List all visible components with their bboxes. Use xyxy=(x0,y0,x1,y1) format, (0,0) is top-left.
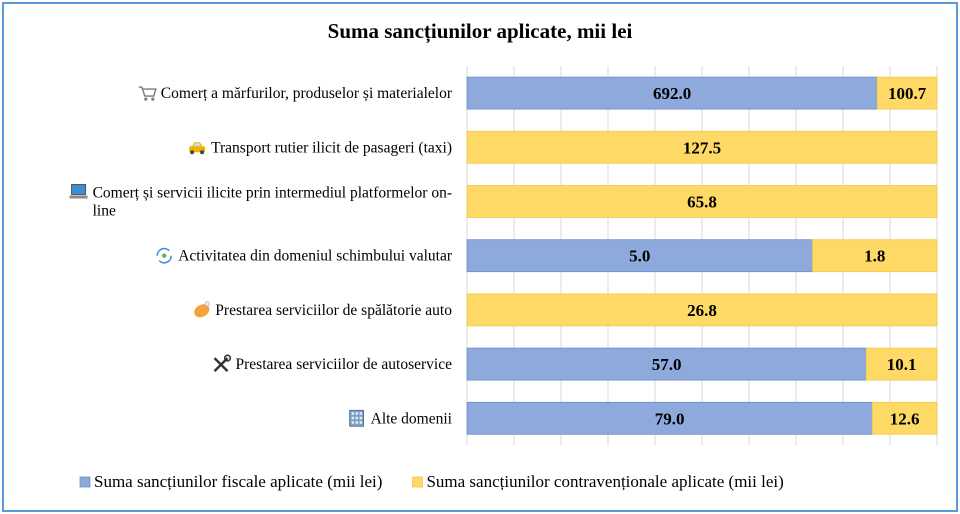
data-label: 10.1 xyxy=(887,355,917,374)
legend-label-fiscal: Suma sancțiunilor fiscale aplicate (mii … xyxy=(94,472,382,491)
tools-icon xyxy=(213,354,232,372)
data-label: 127.5 xyxy=(683,138,721,157)
bar-fiscal xyxy=(466,401,873,435)
laptop-icon xyxy=(69,184,88,199)
category-label: Transport rutier ilicit de pasageri (tax… xyxy=(211,139,452,156)
legend-label-contraventional: Suma sancțiunilor contravenționale aplic… xyxy=(426,472,783,491)
data-label: 65.8 xyxy=(687,193,717,212)
data-label: 100.7 xyxy=(888,84,927,103)
bar-contraventional xyxy=(466,293,938,327)
legend-swatch-fiscal xyxy=(79,476,91,488)
legend-swatch-contraventional xyxy=(412,476,423,488)
taxi-icon xyxy=(189,142,206,155)
bar-contraventional xyxy=(876,76,938,110)
shopping-cart-icon xyxy=(138,86,157,101)
bar-contraventional xyxy=(466,185,938,218)
currency-exchange-icon xyxy=(156,247,173,264)
data-label: 692.0 xyxy=(653,84,691,103)
legend: Suma sancțiunilor fiscale aplicate (mii … xyxy=(79,472,784,491)
data-label: 1.8 xyxy=(864,247,885,266)
data-label: 79.0 xyxy=(655,409,685,428)
category-label: Comerț a mărfurilor, produselor și mater… xyxy=(161,85,453,102)
category-label: Prestarea serviciilor de autoservice xyxy=(236,356,453,373)
data-label: 5.0 xyxy=(629,247,650,266)
bar-fiscal xyxy=(466,239,813,273)
category-label: Alte domenii xyxy=(371,410,453,427)
bar-contraventional xyxy=(812,239,938,273)
data-label: 12.6 xyxy=(890,409,920,428)
bars: 692.0 100.7 127.5 65.8 5.0 1.8 26.8 57.0 10.1 79.… xyxy=(466,76,938,435)
category-label: Activitatea din domeniul schimbului valu… xyxy=(178,248,453,265)
data-label: 26.8 xyxy=(687,301,717,320)
category-label: Prestarea serviciilor de spălătorie auto xyxy=(215,302,452,319)
chart-title: Suma sancțiunilor aplicate, mii lei xyxy=(328,19,633,44)
bar-fiscal xyxy=(466,76,878,110)
bar-contraventional xyxy=(871,401,938,435)
soap-icon xyxy=(194,301,210,318)
bar-contraventional xyxy=(865,347,938,381)
bar-contraventional xyxy=(466,130,938,164)
building-icon xyxy=(349,409,365,427)
data-label: 57.0 xyxy=(652,355,682,374)
category-label-cont: line xyxy=(93,203,116,220)
bar-fiscal xyxy=(466,347,867,381)
category-label: Comerț și servicii ilicite prin intermed… xyxy=(93,185,452,202)
category-labels: Comerț a mărfurilor, produselor și mater… xyxy=(69,85,453,427)
